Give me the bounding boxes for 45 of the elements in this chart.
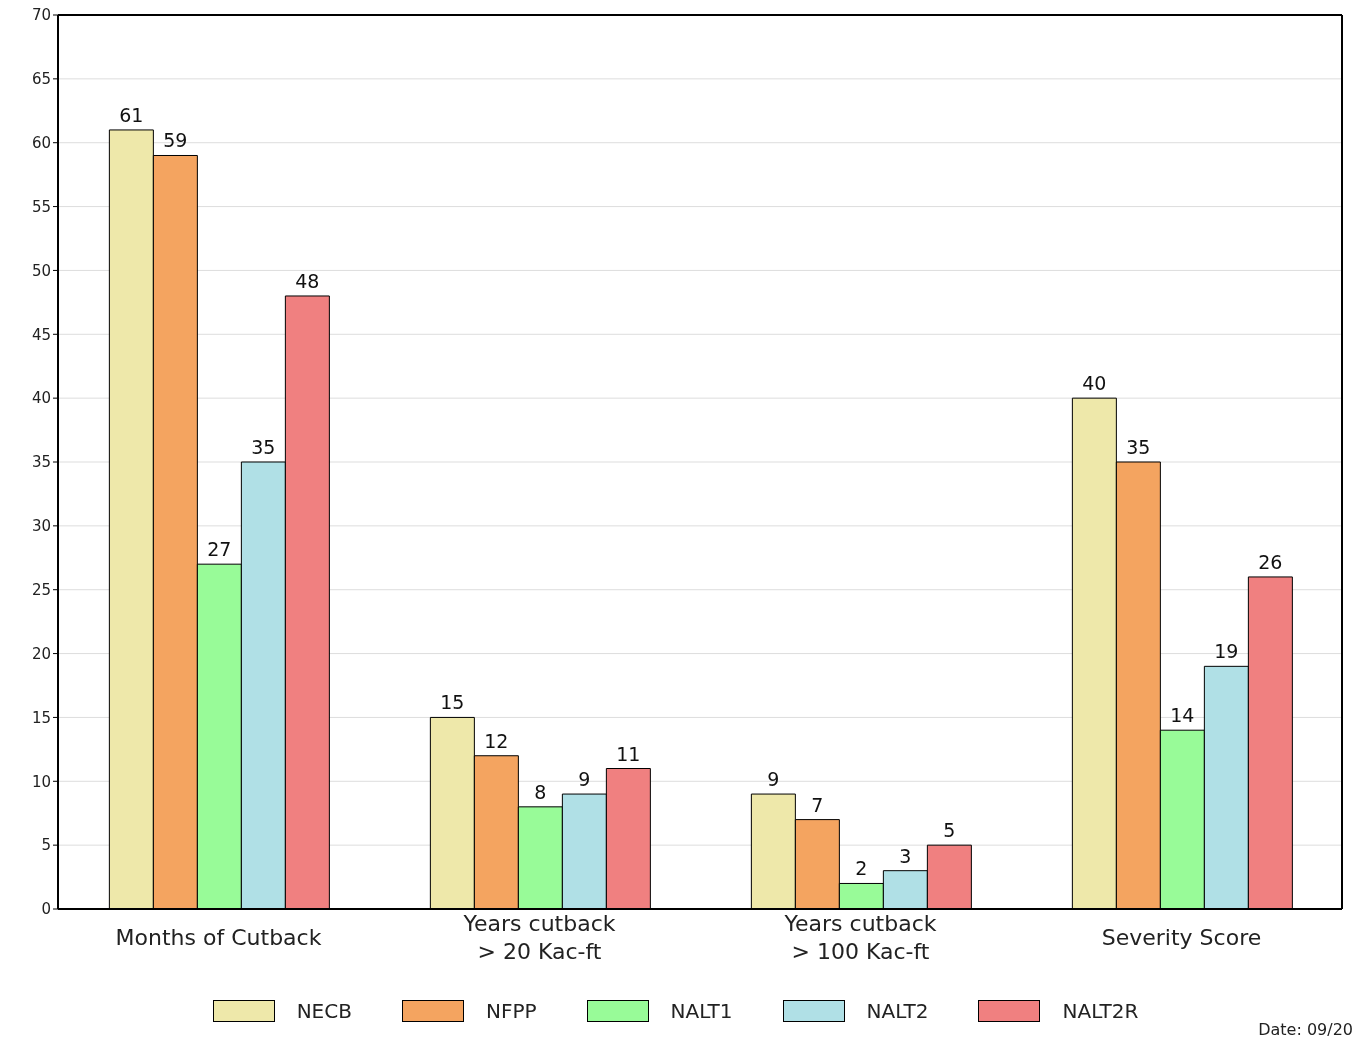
legend-label: NALT2 <box>865 999 929 1023</box>
legend-label: NALT1 <box>669 999 733 1023</box>
y-tick-label: 55 <box>31 197 51 216</box>
data-label: 9 <box>578 768 591 791</box>
data-label: 5 <box>943 819 956 842</box>
data-label: 9 <box>767 768 780 791</box>
y-tick-label: 15 <box>31 708 51 727</box>
x-tick-label: Months of Cutback <box>115 925 322 950</box>
data-label: 35 <box>251 436 276 458</box>
data-label: 59 <box>163 129 188 152</box>
y-tick-label: 20 <box>31 644 51 663</box>
data-label: 3 <box>899 844 912 867</box>
text: Date: 09/20 <box>1258 1020 1353 1039</box>
data-label: 12 <box>484 729 509 752</box>
legend-label: NALT2R <box>1061 999 1139 1023</box>
y-tick-label: 45 <box>31 325 51 344</box>
x-tick-label: Severity Score <box>1101 925 1262 950</box>
legend-label: NFPP <box>484 999 537 1023</box>
y-tick-label: 40 <box>31 389 51 408</box>
y-tick-label: 25 <box>31 581 51 600</box>
data-label: 35 <box>1126 436 1151 458</box>
y-tick-label: 60 <box>31 134 51 153</box>
y-tick-label: 5 <box>41 836 51 855</box>
data-label: 14 <box>1170 704 1195 727</box>
y-tick-label: 65 <box>31 70 51 89</box>
x-tick-label: Years cutback > 100 Kac-ft <box>783 911 937 964</box>
x-tick-label: Years cutback > 20 Kac-ft <box>462 911 616 964</box>
data-label: 26 <box>1258 550 1283 573</box>
data-label: 40 <box>1082 372 1107 395</box>
data-label: 8 <box>534 780 547 803</box>
data-label: 19 <box>1214 640 1239 663</box>
y-tick-label: 70 <box>31 6 51 25</box>
data-label: 15 <box>440 691 465 714</box>
data-label: 2 <box>855 857 868 880</box>
legend-label: NECB <box>295 999 352 1023</box>
y-tick-label: 35 <box>31 453 51 472</box>
data-label: 48 <box>295 269 320 292</box>
y-tick-label: 50 <box>31 261 51 280</box>
y-tick-label: 10 <box>31 772 51 791</box>
data-label: 7 <box>811 793 824 816</box>
data-label: 27 <box>207 538 232 561</box>
y-tick-label: 0 <box>41 900 51 919</box>
data-label: 11 <box>616 742 641 765</box>
data-label: 61 <box>119 103 144 126</box>
y-tick-label: 30 <box>31 517 51 536</box>
